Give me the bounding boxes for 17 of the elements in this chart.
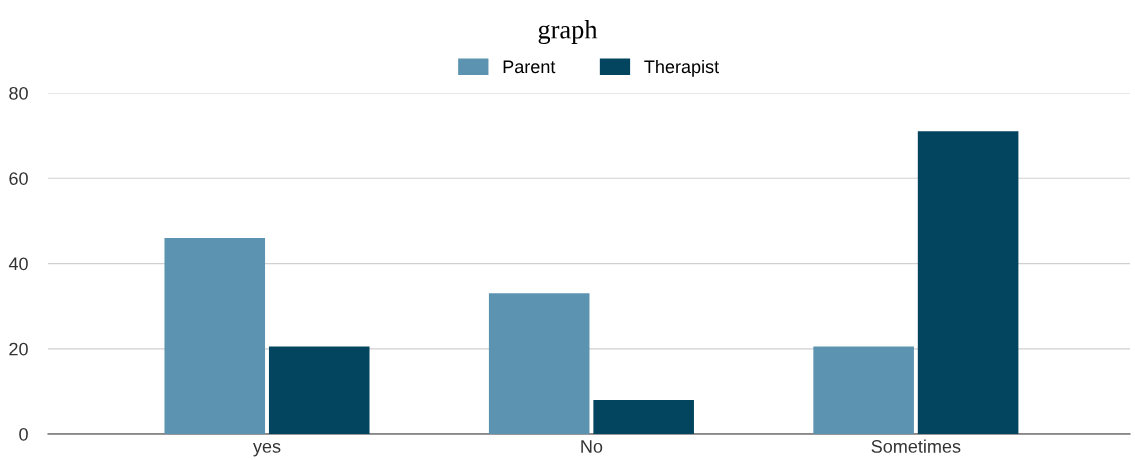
y-tick-label: 0 [19, 427, 28, 441]
bar [164, 237, 266, 434]
legend-label: Therapist [644, 59, 719, 77]
bar [813, 346, 914, 434]
bar [917, 131, 1019, 434]
bar [268, 346, 370, 434]
x-tick-label: No [581, 440, 603, 453]
x-tick-label: yes [252, 442, 281, 457]
y-tick-label: 80 [9, 86, 28, 100]
x-tick-label: Sometimes [871, 439, 961, 453]
y-tick-label: 60 [9, 172, 28, 185]
bar [488, 293, 590, 434]
chart-title: graph [538, 20, 598, 44]
bar [593, 399, 694, 434]
legend-label: Parent [503, 60, 556, 74]
y-tick-label: 20 [9, 342, 28, 356]
y-tick-label: 40 [8, 257, 28, 271]
